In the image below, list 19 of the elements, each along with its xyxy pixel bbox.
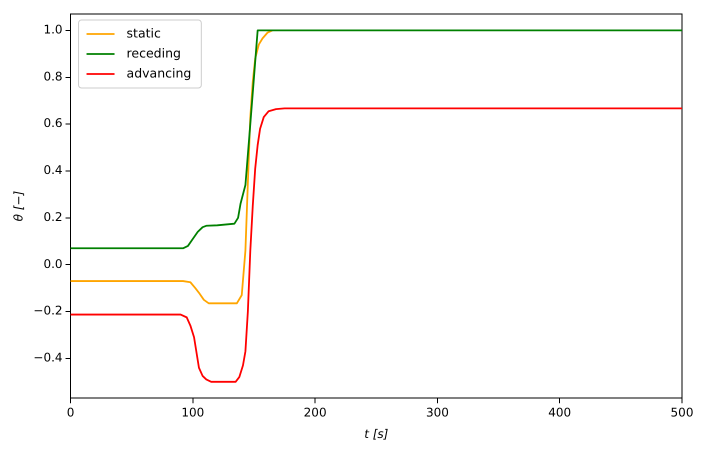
y-tick-label: 0.2 bbox=[43, 210, 63, 224]
legend-label: advancing bbox=[126, 65, 192, 80]
y-tick-label: 0.8 bbox=[43, 69, 63, 84]
legend-label: static bbox=[126, 25, 161, 40]
y-tick-label: 1.0 bbox=[43, 22, 63, 37]
y-tick-label: 0.4 bbox=[43, 163, 63, 178]
y-tick-label: 0.0 bbox=[43, 256, 63, 271]
x-tick-label: 200 bbox=[304, 406, 327, 420]
y-tick-label: −0.2 bbox=[33, 304, 63, 318]
legend-label: receding bbox=[126, 45, 181, 60]
y-tick-label: 0.6 bbox=[43, 116, 63, 130]
x-tick-label: 100 bbox=[181, 406, 204, 420]
x-tick-label: 400 bbox=[548, 406, 572, 420]
y-axis-title: θ [−] bbox=[11, 190, 26, 222]
x-tick-label: 500 bbox=[670, 406, 694, 420]
x-tick-label: 300 bbox=[426, 406, 449, 420]
x-tick-label: 0 bbox=[66, 406, 74, 420]
y-tick-label: −0.4 bbox=[33, 350, 63, 364]
x-axis-title: t [s] bbox=[364, 426, 389, 441]
